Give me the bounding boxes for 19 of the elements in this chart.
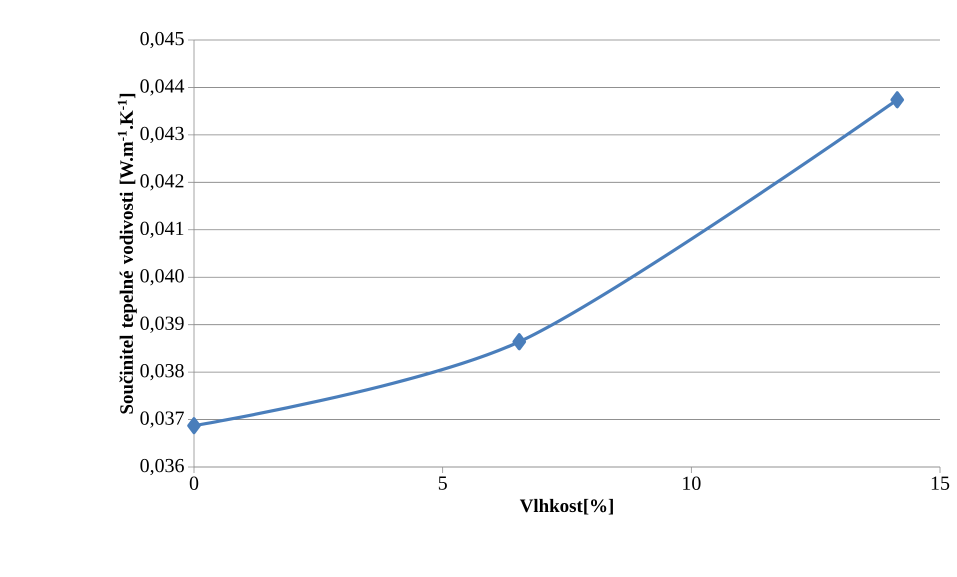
y-tick-label: 0,039 (140, 316, 184, 333)
x-tick-label: 0 (190, 476, 198, 490)
x-axis-title: Vlhkost[%] (520, 498, 613, 514)
x-tick-label: 15 (932, 476, 950, 490)
y-tick-label: 0,037 (140, 411, 184, 428)
point (512, 333, 526, 350)
y-tick-label: 0,042 (140, 174, 184, 190)
x-tick-label: 10 (683, 476, 701, 490)
y-tick-label: 0,044 (140, 79, 184, 96)
y-tick-label: 0,040 (140, 269, 184, 286)
y-tick-label: 0,036 (140, 458, 184, 476)
y-tick-label: 0,038 (140, 364, 184, 380)
x-tick-label: 5 (438, 476, 447, 490)
y-tick-label: 0,045 (140, 32, 184, 48)
point (890, 91, 904, 108)
y-tick-label: 0,043 (140, 126, 184, 144)
y-tick-label: 0,041 (140, 222, 184, 238)
point (187, 417, 201, 434)
y-axis-title: Součinitel tepelné vodivosti [W.m$^{-1}$.K$^{-1}$] (118, 94, 137, 414)
